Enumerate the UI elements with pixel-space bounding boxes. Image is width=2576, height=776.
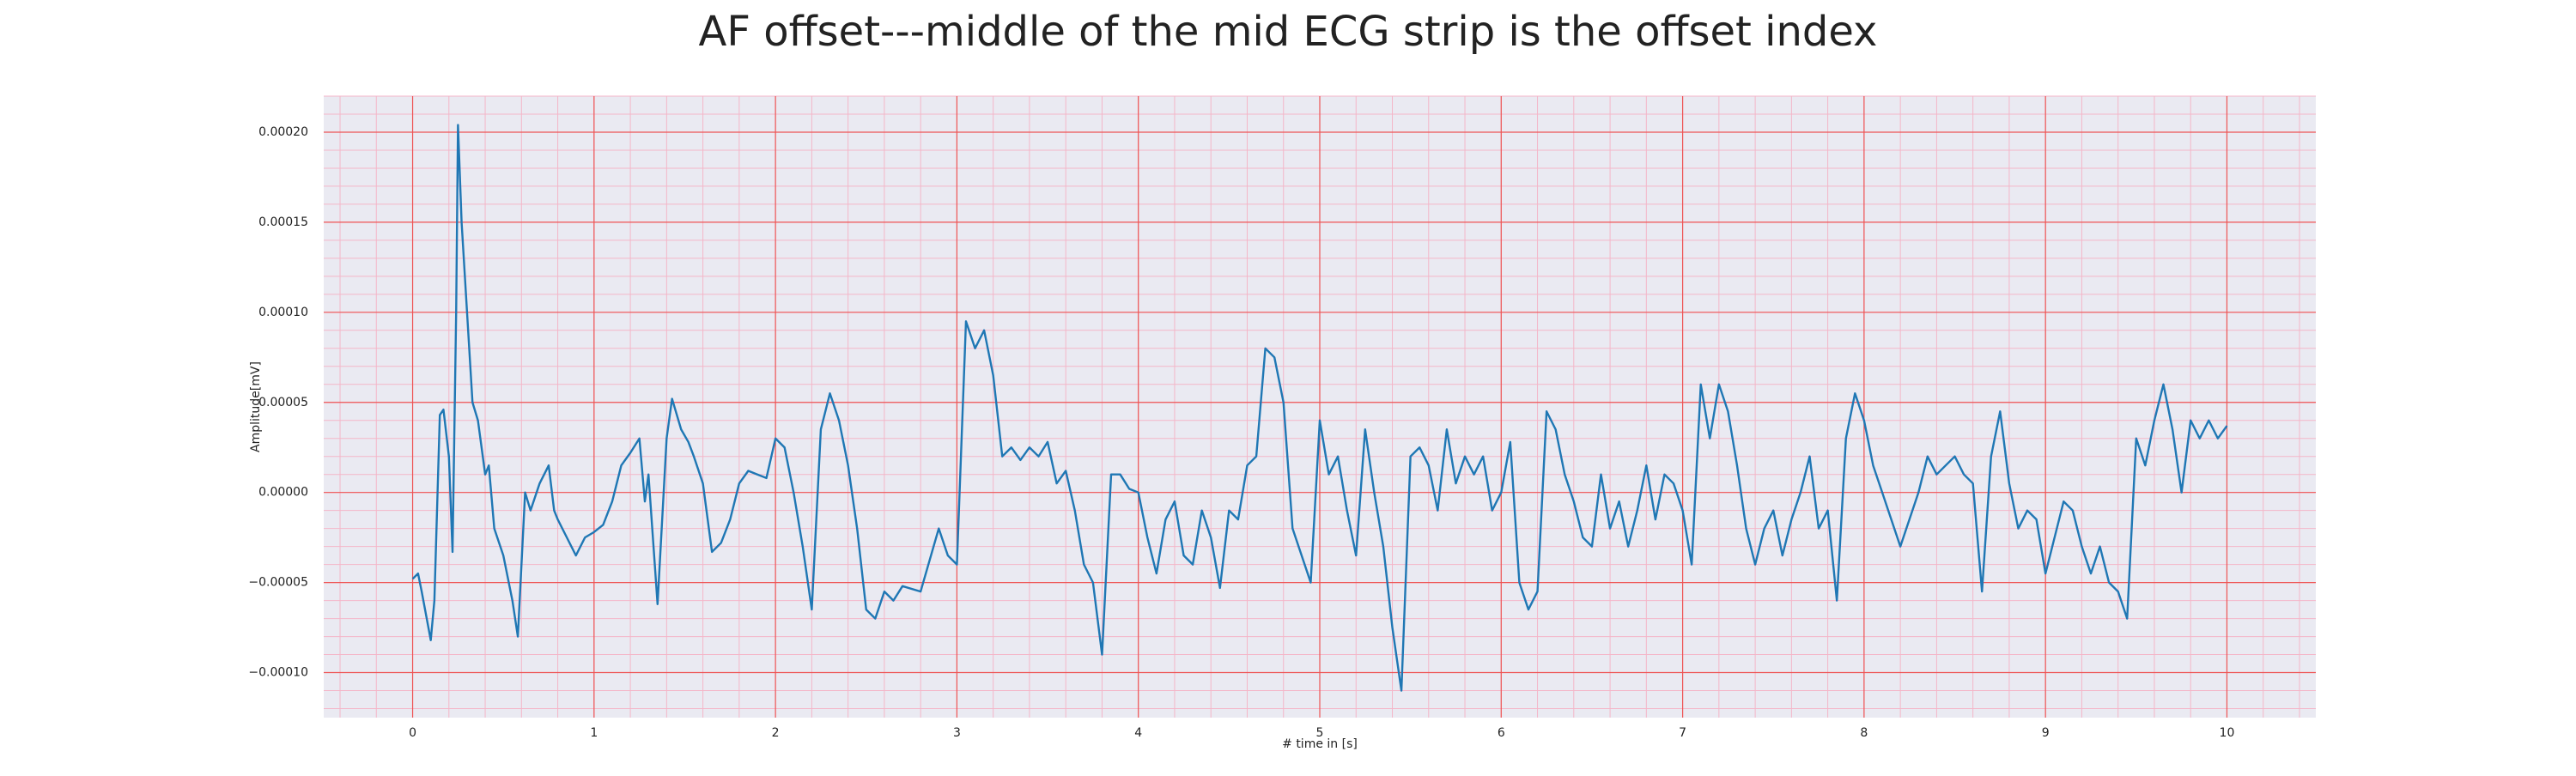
x-tick-label: 9 [2042, 726, 2050, 740]
chart-title: AF offset---middle of the mid ECG strip … [699, 8, 1878, 56]
x-tick-label: 5 [1316, 726, 1324, 740]
x-tick-label: 2 [772, 726, 780, 740]
y-tick-label: 0.00005 [258, 396, 308, 409]
y-axis-label: Amplitude[mV] [249, 361, 263, 452]
y-tick-label: −0.00010 [248, 666, 308, 680]
y-tick-label: 0.00010 [258, 306, 308, 319]
y-tick-label: 0.00000 [258, 486, 308, 500]
ecg-line [411, 124, 2228, 692]
y-tick-label: 0.00015 [258, 215, 308, 229]
x-axis-label: # time in [s] [1282, 737, 1358, 751]
y-tick-label: −0.00005 [248, 576, 308, 590]
x-tick-label: 8 [1860, 726, 1868, 740]
x-tick-label: 6 [1498, 726, 1505, 740]
x-tick-label: 10 [2220, 726, 2235, 740]
x-tick-label: 3 [953, 726, 961, 740]
x-tick-label: 0 [409, 726, 416, 740]
x-tick-label: 7 [1679, 726, 1686, 740]
x-tick-label: 1 [590, 726, 598, 740]
y-tick-label: 0.00020 [258, 125, 308, 139]
x-tick-label: 4 [1134, 726, 1142, 740]
